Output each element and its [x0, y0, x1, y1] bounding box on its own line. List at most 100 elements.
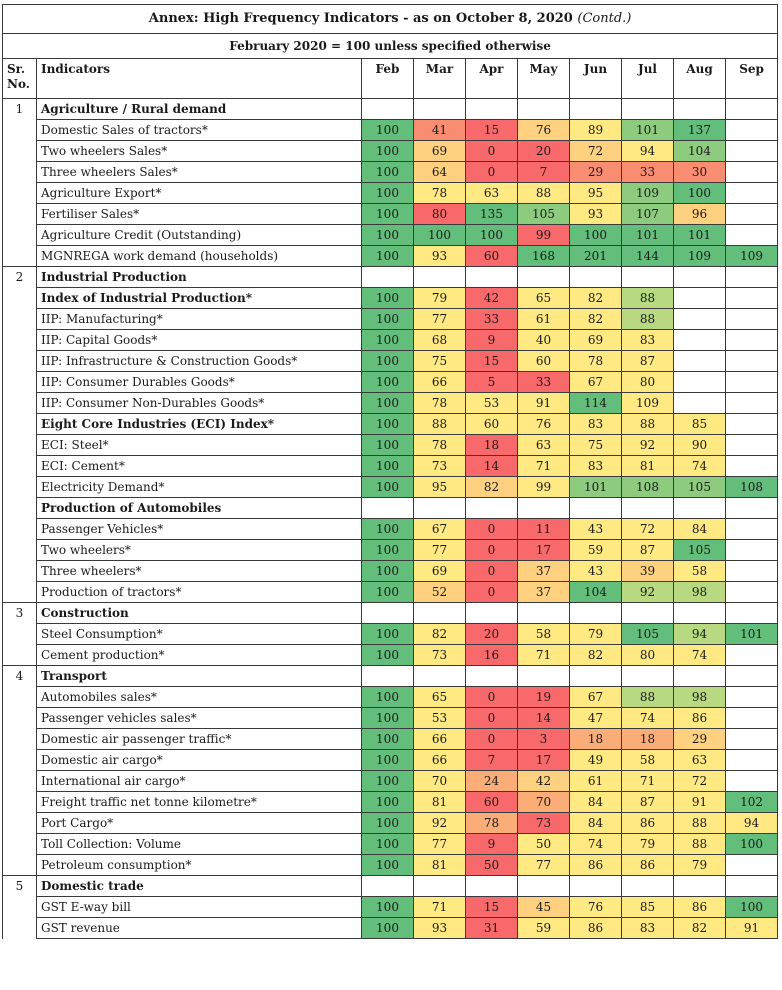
value-cell-mar: 70: [413, 770, 466, 792]
value-cell-jun: [569, 497, 622, 519]
value-cell-sep: [724, 518, 779, 540]
table-row: Production of tractors* 100 52 0 37 104 92 98: [2, 581, 779, 603]
value-cell-sep: [724, 140, 779, 162]
value-cell-jun: 83: [569, 455, 622, 477]
value-cell-mar: 93: [413, 917, 466, 939]
value-cell-jul: 87: [621, 791, 674, 813]
value-cell-jul: 107: [621, 203, 674, 225]
value-cell-apr: 20: [465, 623, 518, 645]
value-cell-sep: 100: [724, 833, 779, 855]
indicator-label: Domestic air cargo*: [36, 749, 362, 771]
value-cell-may: 99: [517, 224, 570, 246]
value-cell-jul: 88: [621, 287, 674, 309]
value-cell-apr: 0: [465, 140, 518, 162]
value-cell-apr: 15: [465, 896, 518, 918]
value-cell-may: 71: [517, 644, 570, 666]
value-cell-jun: 74: [569, 833, 622, 855]
value-cell-jun: 82: [569, 287, 622, 309]
indicator-label: Construction: [36, 602, 362, 624]
table-row: Passenger vehicles sales* 100 53 0 14 47 74 86: [2, 707, 779, 729]
value-cell-mar: 66: [413, 728, 466, 750]
value-cell-mar: 66: [413, 371, 466, 393]
value-cell-sep: [724, 455, 779, 477]
value-cell-mar: [413, 266, 466, 288]
value-cell-jun: 101: [569, 476, 622, 498]
value-cell-aug: 84: [673, 518, 726, 540]
value-cell-feb: 100: [361, 350, 414, 372]
value-cell-jul: [621, 266, 674, 288]
value-cell-jul: 80: [621, 644, 674, 666]
value-cell-aug: 88: [673, 833, 726, 855]
serial-number: [2, 308, 37, 330]
value-cell-apr: 33: [465, 308, 518, 330]
section-row: 5 Domestic trade: [2, 875, 779, 897]
value-cell-mar: 75: [413, 350, 466, 372]
value-cell-mar: [413, 602, 466, 624]
value-cell-feb: 100: [361, 224, 414, 246]
value-cell-apr: 60: [465, 413, 518, 435]
value-cell-feb: 100: [361, 245, 414, 267]
value-cell-apr: 31: [465, 917, 518, 939]
indicator-label: MGNREGA work demand (households): [36, 245, 362, 267]
value-cell-mar: 73: [413, 455, 466, 477]
indicator-label: IIP: Manufacturing*: [36, 308, 362, 330]
header-month-feb: Feb: [361, 58, 414, 99]
serial-number: [2, 161, 37, 183]
value-cell-jul: 80: [621, 371, 674, 393]
value-cell-feb: 100: [361, 140, 414, 162]
value-cell-sep: [724, 560, 779, 582]
value-cell-jul: 87: [621, 350, 674, 372]
value-cell-feb: [361, 602, 414, 624]
header-month-aug: Aug: [673, 58, 726, 99]
table-row: Cement production* 100 73 16 71 82 80 74: [2, 644, 779, 666]
serial-number: 3: [2, 602, 37, 624]
value-cell-aug: [673, 602, 726, 624]
table-row: Freight traffic net tonne kilometre* 100 8…: [2, 791, 779, 813]
value-cell-apr: 5: [465, 371, 518, 393]
value-cell-aug: 91: [673, 791, 726, 813]
value-cell-mar: 67: [413, 518, 466, 540]
value-cell-jul: 81: [621, 455, 674, 477]
value-cell-may: 71: [517, 455, 570, 477]
value-cell-sep: 101: [724, 623, 779, 645]
value-cell-aug: 86: [673, 896, 726, 918]
value-cell-may: [517, 602, 570, 624]
header-month-jun: Jun: [569, 58, 622, 99]
value-cell-may: 73: [517, 812, 570, 834]
section-row: 1 Agriculture / Rural demand: [2, 98, 779, 120]
value-cell-feb: 100: [361, 833, 414, 855]
indicator-label: IIP: Consumer Durables Goods*: [36, 371, 362, 393]
indicator-label: Automobiles sales*: [36, 686, 362, 708]
indicator-label: Index of Industrial Production*: [36, 287, 362, 309]
value-cell-sep: [724, 287, 779, 309]
value-cell-jul: 92: [621, 434, 674, 456]
value-cell-may: [517, 266, 570, 288]
serial-number: [2, 812, 37, 834]
value-cell-aug: 29: [673, 728, 726, 750]
value-cell-may: 7: [517, 161, 570, 183]
value-cell-may: [517, 497, 570, 519]
value-cell-apr: 14: [465, 455, 518, 477]
indicator-label: IIP: Infrastructure & Construction Goods…: [36, 350, 362, 372]
value-cell-aug: 82: [673, 917, 726, 939]
value-cell-mar: 79: [413, 287, 466, 309]
value-cell-aug: [673, 371, 726, 393]
table-row: Passenger Vehicles* 100 67 0 11 43 72 84: [2, 518, 779, 540]
value-cell-aug: 94: [673, 623, 726, 645]
value-cell-sep: 100: [724, 896, 779, 918]
value-cell-sep: [724, 119, 779, 141]
serial-number: [2, 518, 37, 540]
indicator-label: ECI: Cement*: [36, 455, 362, 477]
value-cell-apr: [465, 98, 518, 120]
value-cell-mar: 77: [413, 539, 466, 561]
value-cell-feb: 100: [361, 896, 414, 918]
indicator-label: Cement production*: [36, 644, 362, 666]
value-cell-jul: 101: [621, 119, 674, 141]
indicator-label: Domestic air passenger traffic*: [36, 728, 362, 750]
value-cell-jun: 72: [569, 140, 622, 162]
serial-number: [2, 140, 37, 162]
value-cell-aug: 109: [673, 245, 726, 267]
value-cell-feb: 100: [361, 770, 414, 792]
value-cell-jul: 88: [621, 308, 674, 330]
title-suffix: (Contd.): [577, 11, 632, 26]
